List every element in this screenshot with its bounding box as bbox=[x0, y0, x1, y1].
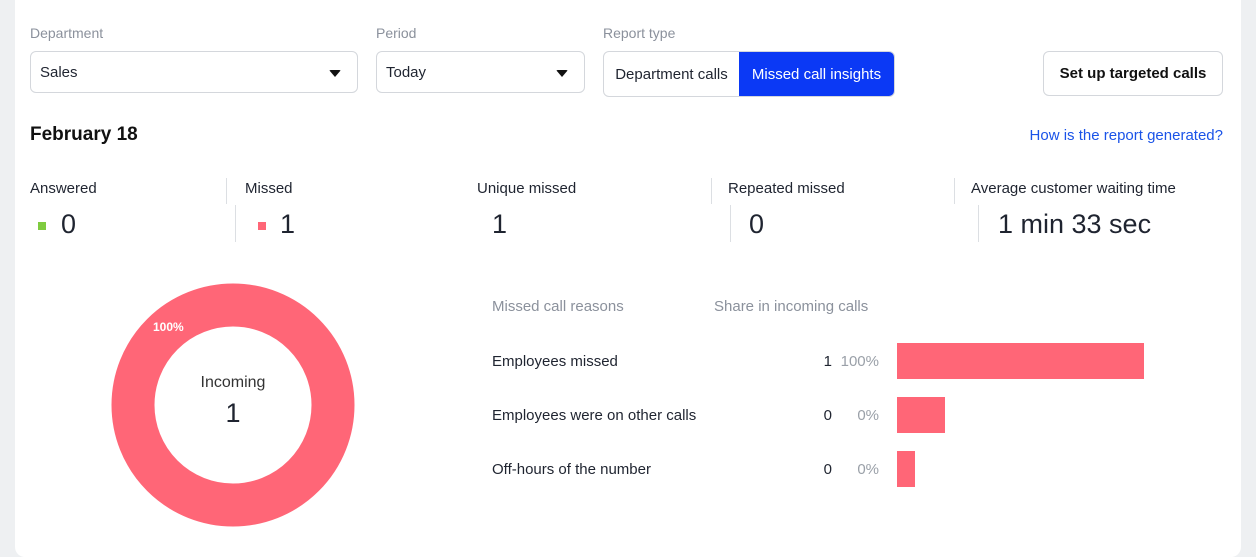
answered-value: 0 bbox=[61, 209, 77, 239]
reason-count: 1 bbox=[823, 353, 832, 370]
reason-bar bbox=[897, 451, 915, 487]
set-up-targeted-calls-button[interactable]: Set up targeted calls bbox=[1043, 51, 1223, 96]
answered-label: Answered bbox=[30, 180, 97, 197]
department-select[interactable]: Sales bbox=[30, 51, 358, 93]
avg-wait-label: Average customer waiting time bbox=[971, 180, 1176, 197]
donut-center-value: 1 bbox=[225, 398, 241, 428]
repeated-missed-label: Repeated missed bbox=[728, 180, 845, 197]
reason-label: Off-hours of the number bbox=[492, 461, 651, 478]
reasons-header: Missed call reasons bbox=[492, 298, 624, 315]
period-select[interactable]: Today bbox=[376, 51, 585, 93]
report-type-department-calls[interactable]: Department calls bbox=[615, 65, 728, 83]
answered-marker bbox=[38, 222, 46, 230]
chevron-down-icon bbox=[556, 70, 568, 77]
chevron-down-icon bbox=[329, 70, 341, 77]
divider bbox=[235, 205, 236, 242]
reason-percent: 0% bbox=[857, 407, 879, 424]
how-report-generated-link[interactable]: How is the report generated? bbox=[1029, 127, 1223, 144]
donut-missed-segment bbox=[111, 283, 355, 527]
report-card: Department Sales Period Today Report typ… bbox=[15, 0, 1241, 557]
donut-svg bbox=[111, 283, 355, 527]
missed-label: Missed bbox=[245, 180, 293, 197]
donut-segment-label: 100% bbox=[153, 320, 184, 334]
divider bbox=[711, 178, 712, 204]
report-type-missed-call-insights[interactable]: Missed call insights bbox=[739, 52, 894, 96]
reason-bar bbox=[897, 397, 945, 433]
report-date: February 18 bbox=[30, 124, 138, 145]
reason-count: 0 bbox=[823, 407, 832, 424]
unique-missed-label: Unique missed bbox=[477, 180, 577, 197]
period-value: Today bbox=[386, 64, 427, 81]
reason-percent: 100% bbox=[840, 353, 879, 370]
incoming-donut: 100% Incoming 1 bbox=[111, 283, 355, 527]
report-type-toggle: Department calls Missed call insights bbox=[603, 51, 895, 97]
reason-bar bbox=[897, 343, 1144, 379]
department-value: Sales bbox=[40, 64, 78, 81]
missed-value: 1 bbox=[280, 209, 296, 239]
repeated-missed-value: 0 bbox=[749, 209, 765, 239]
divider bbox=[730, 205, 731, 242]
department-label: Department bbox=[30, 25, 104, 41]
reason-label: Employees missed bbox=[492, 353, 618, 370]
avg-wait-value: 1 min 33 sec bbox=[998, 209, 1152, 239]
divider bbox=[978, 205, 979, 242]
missed-marker bbox=[258, 222, 266, 230]
divider bbox=[226, 178, 227, 204]
reason-count: 0 bbox=[823, 461, 832, 478]
divider bbox=[954, 178, 955, 204]
donut-center-label: Incoming bbox=[200, 374, 266, 391]
period-label: Period bbox=[376, 25, 417, 41]
report-type-label: Report type bbox=[603, 25, 676, 41]
reason-label: Employees were on other calls bbox=[492, 407, 697, 424]
share-header: Share in incoming calls bbox=[714, 298, 869, 315]
unique-missed-value: 1 bbox=[492, 209, 508, 239]
reason-percent: 0% bbox=[857, 461, 879, 478]
